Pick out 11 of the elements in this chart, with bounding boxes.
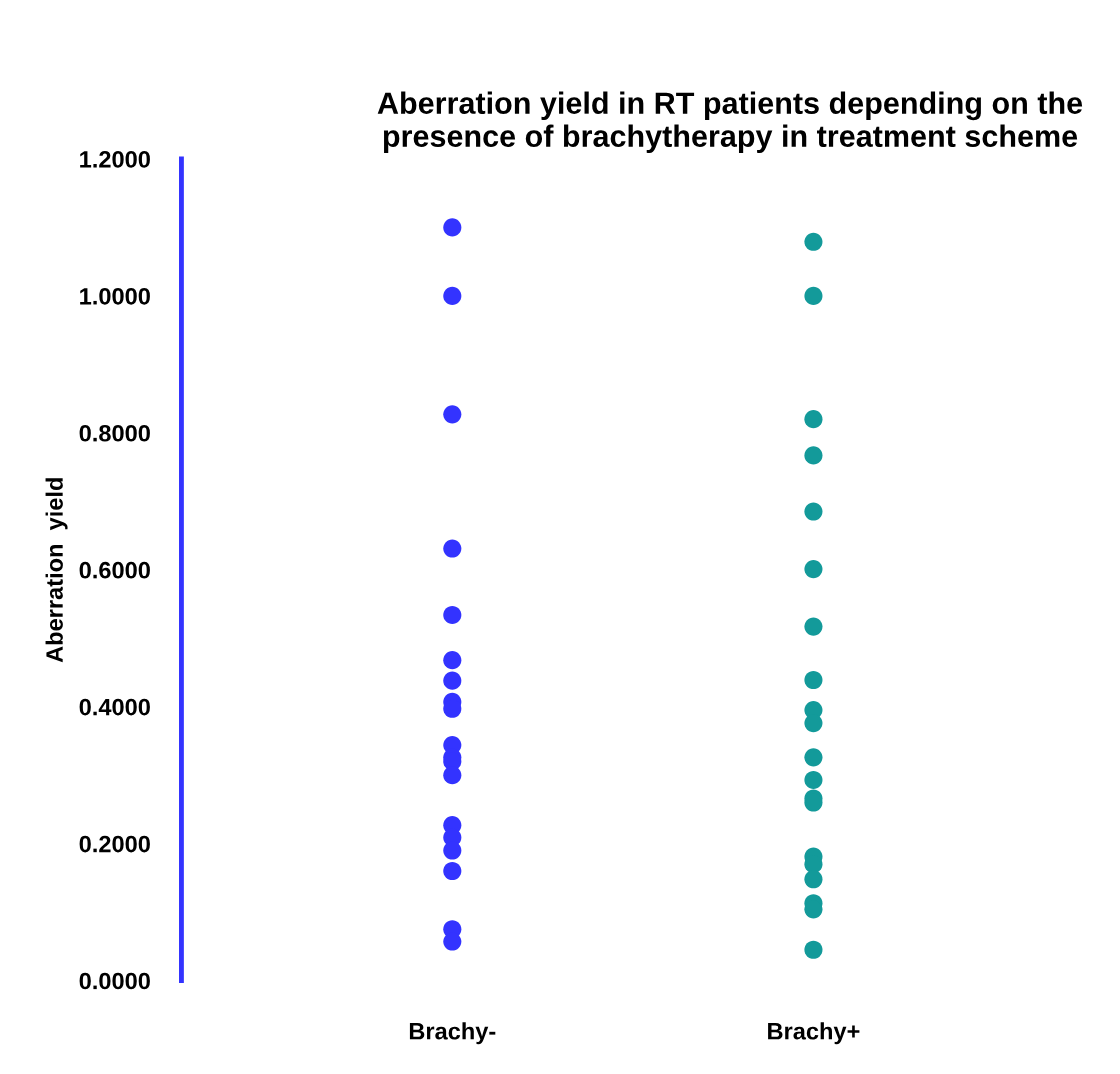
y-tick-label: 0.2000	[79, 835, 150, 853]
x-tick-label: Brachy+	[768, 1022, 860, 1045]
y-tick-label: 0.8000	[79, 424, 150, 442]
x-tick-label: Brachy-	[409, 1022, 496, 1045]
y-tick-label: 1.0000	[80, 287, 150, 305]
y-tick-label: 0.0000	[79, 972, 150, 990]
y-tick-label: 0.4000	[79, 698, 150, 716]
y-tick-label: 0.6000	[79, 561, 150, 579]
chart-title: Aberration yield in RT patients depending on the presence of brachytherapy in treatment scheme	[377, 91, 1083, 154]
y-tick-label: 1.2000	[80, 151, 150, 168]
y-axis-title: Aberration yield	[45, 478, 68, 663]
